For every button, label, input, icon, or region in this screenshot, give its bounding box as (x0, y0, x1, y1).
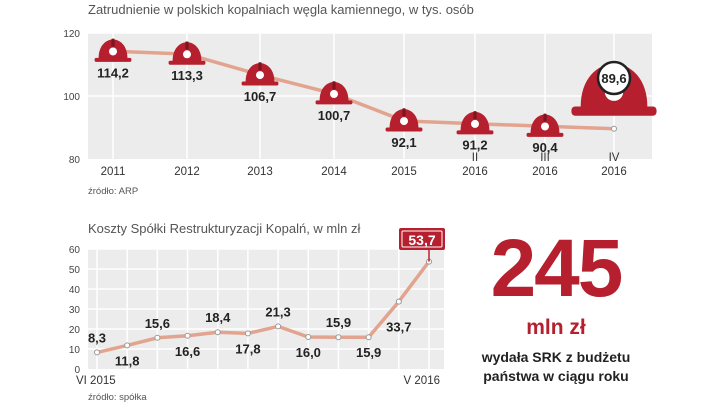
helmet-icon (526, 113, 564, 137)
chart2-source: źródło: spółka (88, 392, 147, 403)
helmet-icon-lamp (330, 89, 338, 98)
chart1-point (611, 125, 617, 132)
chart1-data-label: 106,7 (244, 89, 277, 104)
helmet-icon-ridge (258, 62, 262, 71)
chart2-data-label: 53,7 (408, 232, 435, 248)
chart2-y-tick: 0 (74, 365, 80, 376)
helmet-icon-lamp (400, 117, 408, 126)
chart2-data-label: 16,0 (296, 345, 321, 360)
chart2-data-label: 18,4 (205, 310, 231, 325)
chart2-point (184, 332, 191, 339)
helmet-icon-brim (315, 100, 353, 105)
stat-description-line2: państwa w ciągu roku (483, 368, 629, 384)
chart1-data-label: 113,3 (171, 68, 203, 83)
chart2-data-label: 15,9 (356, 345, 381, 360)
chart1-highlight-ring (596, 60, 632, 96)
helmet-icon-ridge (543, 113, 547, 122)
chart2-point (154, 334, 161, 341)
chart1-x-tick: 2015 (391, 166, 417, 178)
chart1-x-tick: III (540, 152, 550, 164)
srk-costs-chart: 0 10 20 30 40 50 60 8,3 11,8 15,6 16,6 18,4 17,8 21,3… (69, 228, 445, 387)
chart1-data-label: 89,6 (601, 71, 626, 86)
chart2-data-label: 16,6 (175, 344, 200, 359)
employment-chart: 80 100 120 114,2 113,3 106,7 100,7 92,1 91,2 90,4… (63, 29, 657, 178)
chart2-point (275, 323, 282, 330)
chart2-point (94, 349, 100, 356)
chart2-series-line (96, 260, 431, 355)
chart1-data-label: 92,1 (391, 135, 416, 150)
helmet-icon-brim (168, 60, 206, 65)
chart1-x-tick: 2016 (601, 166, 627, 178)
chart2-x-tick: V 2016 (404, 375, 440, 387)
helmet-icon-brim (571, 106, 657, 116)
chart2-x-tick: VI 2015 (76, 375, 116, 387)
chart1-data-label: 100,7 (318, 108, 351, 123)
helmet-icon-lamp (256, 71, 264, 80)
helmet-icon-ridge (111, 38, 115, 47)
chart2-data-label: 15,6 (145, 316, 170, 331)
helmet-icon-brim (94, 57, 132, 62)
helmet-icon-lamp (183, 50, 191, 59)
chart2-data-label: 21,3 (265, 304, 290, 319)
chart2-data-label: 15,9 (326, 315, 351, 330)
stat-description-line1: wydała SRK z budżetu (481, 349, 631, 365)
chart2-point (365, 334, 372, 341)
chart1-y-tick: 100 (63, 92, 80, 103)
helmet-icon-brim (241, 81, 279, 86)
helmet-icon-ridge (332, 81, 336, 90)
helmet-icon (168, 41, 206, 65)
chart1-data-label: 91,2 (462, 138, 487, 153)
chart1-title: Zatrudnienie w polskich kopalniach węgla… (88, 2, 474, 17)
chart1-x-tick: 2011 (101, 166, 126, 178)
helmet-icon (385, 108, 423, 132)
helmet-icon (315, 81, 353, 105)
chart2-y-tick: 30 (69, 305, 81, 316)
helmet-icon-brim (526, 132, 564, 137)
chart1-x-tick: 2016 (532, 166, 558, 178)
chart1-x-tick: 2012 (174, 166, 200, 178)
chart2-point (335, 334, 342, 341)
helmet-icon-ridge (473, 111, 477, 120)
chart2-data-label: 11,8 (115, 353, 140, 368)
chart2-y-tick: 10 (69, 345, 81, 356)
helmet-icon-brim (385, 127, 423, 132)
chart1-y-tick: 120 (63, 29, 80, 40)
chart1-source: źródło: ARP (88, 186, 139, 197)
helmet-icon (241, 62, 279, 86)
chart2-point (244, 330, 251, 337)
chart1-x-tick: IV (609, 152, 620, 164)
helmet-icon (456, 111, 494, 135)
chart1-x-tick: 2014 (321, 166, 347, 178)
chart2-point (395, 298, 402, 305)
helmet-icon-lamp (541, 122, 549, 131)
chart1-x-tick: 2013 (247, 166, 273, 178)
chart2-data-label: 17,8 (235, 341, 260, 356)
helmet-icon-lamp (109, 47, 117, 56)
helmet-icon-lamp (471, 119, 479, 128)
chart1-data-label: 90,4 (532, 140, 558, 155)
chart2-point (214, 329, 221, 336)
chart2-highlight-badge-border (401, 230, 443, 248)
stat-description: wydała SRK z budżetu państwa w ciągu rok… (448, 348, 664, 386)
chart2-y-tick: 40 (69, 285, 81, 296)
chart1-data-label: 114,2 (97, 65, 129, 80)
chart2-point (124, 342, 131, 349)
helmet-icon-ridge (402, 108, 406, 117)
chart2-y-tick: 50 (69, 265, 81, 276)
chart2-point (305, 334, 312, 340)
stat-number: 245 (490, 223, 624, 314)
helmet-icon-brim (456, 130, 494, 135)
chart2-data-label: 33,7 (386, 320, 411, 335)
chart2-y-tick: 60 (69, 245, 81, 256)
chart1-x-tick: 2016 (462, 166, 488, 178)
chart1-y-tick: 80 (69, 155, 81, 166)
stat-unit: mln zł (526, 316, 586, 339)
helmet-icon (94, 38, 132, 62)
chart2-title: Koszty Spółki Restrukturyzacji Kopalń, w… (88, 221, 361, 236)
helmet-icon-ridge (185, 41, 189, 50)
chart2-y-tick: 20 (69, 325, 81, 336)
chart2-highlight-badge (399, 228, 445, 250)
chart2-data-label: 8,3 (88, 330, 106, 345)
chart1-x-tick: II (472, 152, 478, 164)
